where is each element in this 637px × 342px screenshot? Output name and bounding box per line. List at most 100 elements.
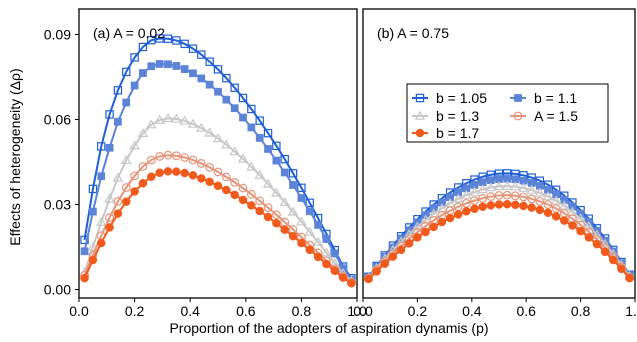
data-point [535, 196, 545, 206]
data-point [608, 255, 618, 265]
data-point [372, 267, 381, 276]
data-point [322, 235, 331, 243]
data-point [568, 202, 577, 211]
data-point [502, 199, 512, 209]
data-point [154, 114, 165, 124]
data-point [187, 118, 199, 128]
legend-entry: b = 1.05 [412, 90, 487, 106]
data-point [404, 228, 415, 238]
data-point [263, 212, 273, 222]
data-point [255, 196, 265, 206]
data-point [180, 39, 189, 49]
data-point [470, 204, 479, 213]
data-point [163, 150, 173, 160]
data-point [527, 203, 536, 212]
data-point [246, 189, 256, 199]
data-point [583, 220, 594, 231]
data-point [221, 172, 231, 182]
panel-frame [78, 8, 358, 299]
panel-frame [362, 8, 636, 299]
data-point [421, 227, 430, 237]
data-point [113, 209, 123, 218]
data-point [88, 255, 98, 265]
legend-marker [415, 128, 425, 138]
data-point [494, 200, 504, 209]
data-point [137, 127, 149, 138]
data-point [180, 65, 189, 73]
data-point [330, 266, 340, 276]
data-point [171, 151, 181, 161]
data-point [213, 181, 223, 191]
data-point [105, 213, 114, 222]
legend-label: b = 1.05 [436, 90, 487, 106]
x-tick-label: 1.0 [347, 303, 367, 319]
data-point [162, 112, 174, 123]
data-point [279, 196, 290, 206]
data-point [204, 127, 215, 137]
legend-marker [414, 110, 426, 120]
data-point [130, 171, 140, 181]
data-point [80, 247, 89, 256]
data-point [576, 226, 585, 236]
data-point [164, 60, 172, 69]
data-point [229, 146, 240, 156]
data-point [147, 35, 156, 45]
legend-entry: b = 1.1 [510, 90, 577, 106]
legend-entry: A = 1.5 [510, 108, 578, 124]
data-point [88, 184, 98, 194]
data-point [264, 145, 272, 153]
legend-label: A = 1.5 [534, 108, 578, 124]
data-point [314, 221, 322, 229]
data-point [510, 181, 521, 191]
x-axis-label: Proportion of the adopters of aspiration… [169, 320, 488, 336]
data-point [189, 69, 197, 78]
legend-marker [513, 111, 523, 121]
data-point [122, 98, 131, 107]
data-point [237, 153, 249, 163]
data-point [364, 274, 373, 284]
data-point [437, 217, 447, 227]
data-point [80, 273, 89, 283]
data-point [526, 184, 537, 194]
data-point [139, 69, 147, 77]
data-point [104, 193, 115, 203]
data-point [493, 180, 505, 191]
data-point [568, 221, 577, 230]
series-line [83, 37, 353, 279]
data-point [87, 241, 99, 251]
data-point [105, 143, 114, 152]
data-point [534, 187, 546, 197]
data-point [519, 192, 528, 202]
data-point [163, 167, 173, 176]
data-point [205, 57, 214, 66]
legend-marker [415, 93, 425, 103]
data-point [272, 156, 281, 165]
data-point [388, 252, 398, 261]
data-point [592, 239, 602, 249]
data-point [213, 65, 223, 74]
data-point [322, 259, 331, 269]
series-a-4 [80, 167, 356, 288]
data-point [155, 168, 164, 178]
data-point [518, 182, 529, 192]
data-point [478, 202, 487, 212]
data-point [321, 247, 332, 257]
data-point [560, 196, 569, 204]
data-point [280, 154, 289, 164]
data-point [247, 123, 256, 132]
data-point [188, 155, 198, 165]
data-point [550, 195, 562, 205]
y-tick-label: 0.06 [44, 112, 71, 128]
data-point [213, 167, 223, 177]
legend-marker [514, 94, 522, 102]
data-point [527, 194, 537, 204]
data-point [114, 117, 122, 126]
data-point [289, 181, 297, 189]
legend-entry: b = 1.7 [412, 125, 479, 141]
data-point [230, 104, 239, 113]
data-point [238, 195, 248, 205]
series-line [367, 185, 631, 279]
x-tick-label: 0.2 [408, 303, 428, 319]
data-point [255, 206, 264, 216]
data-point [121, 154, 132, 165]
